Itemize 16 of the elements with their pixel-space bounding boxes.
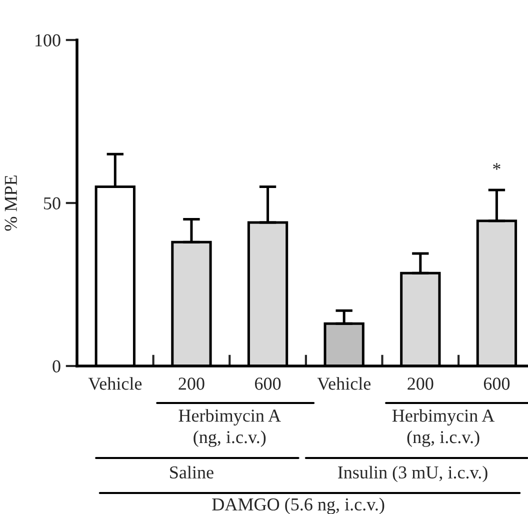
x-tick-label: Vehicle bbox=[317, 377, 371, 390]
y-tick-label: 0 bbox=[52, 360, 60, 372]
annotation: * bbox=[493, 163, 500, 170]
text: Saline bbox=[170, 466, 214, 479]
text: Herbimycin A (ng, i.c.v.) bbox=[392, 409, 495, 447]
x-tick-label: Vehicle bbox=[88, 377, 142, 390]
y-tick-label: 100 bbox=[36, 34, 60, 46]
x-tick-label: 200 bbox=[408, 378, 434, 390]
x-tick-label: 200 bbox=[178, 378, 204, 390]
text: Insulin (3 mU, i.c.v.) bbox=[338, 466, 488, 482]
text: DAMGO (5.6 ng, i.c.v.) bbox=[212, 498, 384, 514]
y-tick-label: 50 bbox=[44, 197, 60, 210]
x-tick-label: 600 bbox=[255, 378, 281, 390]
text: Herbimycin A (ng, i.c.v.) bbox=[178, 409, 281, 447]
x-tick-label: 600 bbox=[484, 378, 510, 390]
y-axis-title: % MPE bbox=[4, 176, 18, 231]
